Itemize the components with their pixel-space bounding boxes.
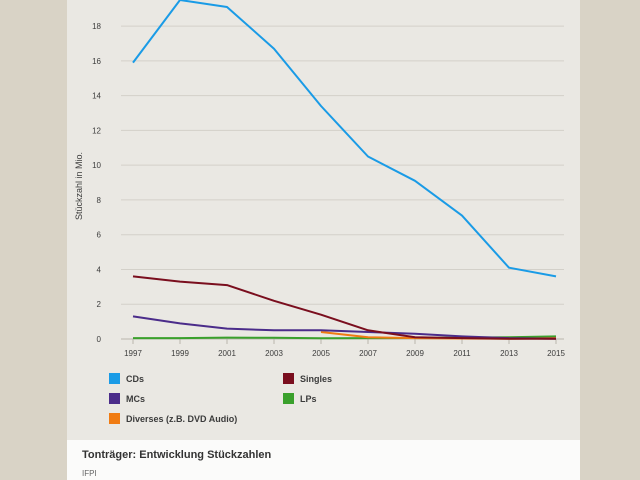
x-tick-label: 1997 — [124, 349, 142, 358]
x-tick-label: 2013 — [500, 349, 518, 358]
y-tick-label: 16 — [92, 57, 101, 66]
series-line-cds[interactable] — [132, 0, 557, 278]
y-tick-label: 14 — [92, 92, 101, 101]
x-tick-label: 2007 — [359, 349, 377, 358]
chart-caption: Tonträger: Entwicklung Stückzahlen IFPI — [67, 440, 580, 480]
legend-item-cds[interactable]: CDs — [109, 373, 144, 384]
line-chart: 0 2 4 6 8 10 12 14 16 18 1997 1999 2001 2003 2005 2007 2… — [74, 0, 565, 358]
legend-item-mcs[interactable]: MCs — [109, 393, 145, 404]
legend-swatch-singles — [283, 373, 294, 384]
y-tick-label: 0 — [97, 335, 102, 344]
x-tick-label: 2001 — [218, 349, 236, 358]
legend-item-singles[interactable]: Singles — [283, 373, 332, 384]
legend-item-diverses[interactable]: Diverses (z.B. DVD Audio) — [109, 413, 237, 424]
legend-swatch-mcs — [109, 393, 120, 404]
x-tick-label: 2015 — [547, 349, 565, 358]
x-tick-label: 2005 — [312, 349, 330, 358]
legend-swatch-lps — [283, 393, 294, 404]
y-tick-label: 6 — [97, 231, 102, 240]
chart-panel: 0 2 4 6 8 10 12 14 16 18 1997 1999 2001 2003 2005 2007 2… — [67, 0, 580, 480]
y-axis-label: Stückzahl in Mio. — [74, 152, 84, 220]
chart-title: Tonträger: Entwicklung Stückzahlen — [82, 449, 272, 461]
legend-item-lps[interactable]: LPs — [283, 393, 317, 404]
series-line-mcs[interactable] — [132, 315, 557, 340]
axis-ticks: 0 2 4 6 8 10 12 14 16 18 1997 1999 2001 2003 2005 2007 2… — [92, 22, 565, 358]
y-tick-label: 12 — [92, 126, 101, 135]
series-line-singles[interactable] — [132, 275, 557, 340]
legend-label-singles: Singles — [300, 373, 333, 384]
y-tick-label: 10 — [92, 161, 101, 170]
y-tick-label: 18 — [92, 22, 101, 31]
legend: CDs Singles MCs LPs Diverses (z.B. DVD A… — [67, 360, 580, 440]
y-tick-label: 2 — [97, 300, 102, 309]
x-tick-label: 2009 — [406, 349, 424, 358]
chart-source: IFPI — [82, 469, 97, 478]
x-tick-label: 2003 — [265, 349, 283, 358]
y-tick-label: 4 — [97, 265, 102, 274]
x-tick-label: 2011 — [453, 349, 471, 358]
legend-label-cds: CDs — [126, 373, 145, 384]
legend-swatch-diverses — [109, 413, 120, 424]
legend-label-diverses: Diverses (z.B. DVD Audio) — [126, 413, 238, 424]
legend-label-mcs: MCs — [126, 393, 146, 404]
y-tick-label: 8 — [97, 196, 102, 205]
grid-lines — [121, 25, 564, 344]
series-lines — [132, 0, 557, 340]
x-tick-label: 1999 — [171, 349, 189, 358]
legend-swatch-cds — [109, 373, 120, 384]
legend-label-lps: LPs — [300, 393, 317, 404]
